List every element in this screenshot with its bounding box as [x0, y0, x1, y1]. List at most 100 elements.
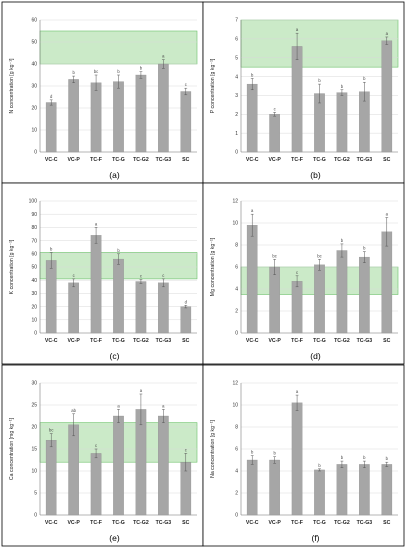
bar [246, 225, 258, 334]
chart-panel-2: 0 1 2 3 4 5 6 7 P concentration [g kg⁻¹] b VC-C c VC… [202, 1, 405, 184]
bar [68, 424, 79, 516]
significance-letter: b [341, 84, 344, 89]
y-tick-label: 4 [235, 469, 238, 475]
bar [381, 231, 393, 334]
significance-letter: b [251, 72, 254, 77]
x-tick-label: TC-G3 [156, 338, 172, 344]
bar [359, 464, 370, 516]
bar [90, 453, 102, 516]
x-tick-label: TC-G3 [357, 338, 373, 344]
bar [336, 250, 348, 334]
y-tick-label: 80 [31, 225, 37, 231]
x-tick-label: VC-P [268, 157, 281, 163]
significance-letter: c [274, 106, 276, 111]
y-tick-label: 2 [235, 112, 238, 118]
y-tick-label: 90 [31, 212, 37, 218]
x-tick-label: SC [182, 157, 189, 163]
y-tick-label: 0 [235, 513, 238, 519]
bar [68, 282, 79, 334]
significance-letter: b [318, 463, 321, 468]
significance-letter: a [386, 212, 389, 217]
bar [291, 46, 303, 153]
x-tick-label: TC-G3 [357, 157, 373, 163]
significance-letter: c [185, 82, 187, 87]
significance-letter: a [296, 389, 299, 394]
panel-label: (e) [109, 533, 120, 543]
x-tick-label: TC-G [112, 338, 125, 344]
bar [90, 235, 102, 334]
y-tick-label: 70 [31, 238, 37, 244]
significance-letter: b [363, 76, 366, 81]
panel-label: (f) [311, 533, 319, 543]
y-tick-label: 7 [235, 18, 238, 24]
x-tick-label: SC [383, 338, 390, 344]
bar [314, 264, 325, 334]
bar [314, 469, 325, 516]
x-tick-label: TC-G2 [133, 157, 149, 163]
significance-letter: b [117, 248, 120, 253]
significance-letter: a [95, 221, 98, 226]
y-tick-label: 0 [235, 331, 238, 337]
y-tick-label: 4 [235, 287, 238, 293]
x-tick-label: TC-G [112, 157, 125, 163]
significance-letter: c [73, 273, 75, 278]
significance-letter: c [185, 447, 187, 452]
panel-label: (a) [109, 170, 120, 180]
bar [158, 282, 169, 334]
x-tick-label: TC-F [291, 520, 303, 526]
bar [113, 81, 124, 153]
y-tick-label: 12 [232, 381, 238, 387]
x-tick-label: TC-G2 [133, 338, 149, 344]
y-tick-label: 8 [235, 425, 238, 431]
y-tick-label: 10 [31, 318, 37, 324]
significance-letter: b [273, 451, 276, 456]
x-tick-label: VC-P [67, 157, 80, 163]
significance-letter: a [296, 27, 299, 32]
y-tick-label: 20 [31, 106, 37, 112]
y-tick-label: 20 [31, 425, 37, 431]
bar [269, 459, 280, 516]
significance-letter: c [140, 274, 142, 279]
y-tick-label: 10 [31, 469, 37, 475]
x-tick-label: VC-C [45, 338, 58, 344]
bar [135, 409, 147, 516]
y-tick-label: 4 [235, 74, 238, 80]
y-tick-label: 25 [31, 403, 37, 409]
bar [68, 79, 79, 153]
y-tick-label: 0 [34, 513, 37, 519]
x-tick-label: VC-C [45, 520, 58, 526]
bar [269, 114, 280, 153]
y-tick-label: 30 [31, 291, 37, 297]
significance-letter: a [162, 403, 165, 408]
y-tick-label: 6 [235, 37, 238, 43]
y-tick-label: 2 [235, 491, 238, 497]
significance-letter: c [95, 443, 97, 448]
y-tick-label: 40 [31, 278, 37, 284]
panel-label: (b) [310, 170, 321, 180]
x-tick-label: SC [182, 338, 189, 344]
y-tick-label: 5 [34, 491, 37, 497]
y-tick-label: 30 [31, 84, 37, 90]
x-tick-label: TC-G [313, 520, 326, 526]
x-tick-label: TC-G [313, 157, 326, 163]
y-tick-label: 10 [232, 221, 238, 227]
significance-letter: b [318, 78, 321, 83]
significance-letter: b [251, 450, 254, 455]
significance-letter: c [162, 273, 164, 278]
y-tick-label: 8 [235, 243, 238, 249]
x-tick-label: VC-C [246, 520, 259, 526]
y-axis-label: K concentration [g kg⁻¹] [9, 239, 15, 294]
y-tick-label: 50 [31, 265, 37, 271]
significance-letter: ab [71, 408, 76, 413]
x-tick-label: TC-G [112, 520, 125, 526]
significance-letter: b [341, 238, 344, 243]
x-tick-label: TC-G2 [334, 157, 350, 163]
y-tick-label: 50 [31, 40, 37, 46]
bar [135, 74, 147, 153]
x-tick-label: TC-F [90, 520, 102, 526]
y-tick-label: 15 [31, 447, 37, 453]
x-tick-label: VC-C [246, 157, 259, 163]
x-tick-label: TC-F [90, 157, 102, 163]
significance-letter: bc [317, 253, 321, 258]
y-tick-label: 2 [235, 309, 238, 315]
